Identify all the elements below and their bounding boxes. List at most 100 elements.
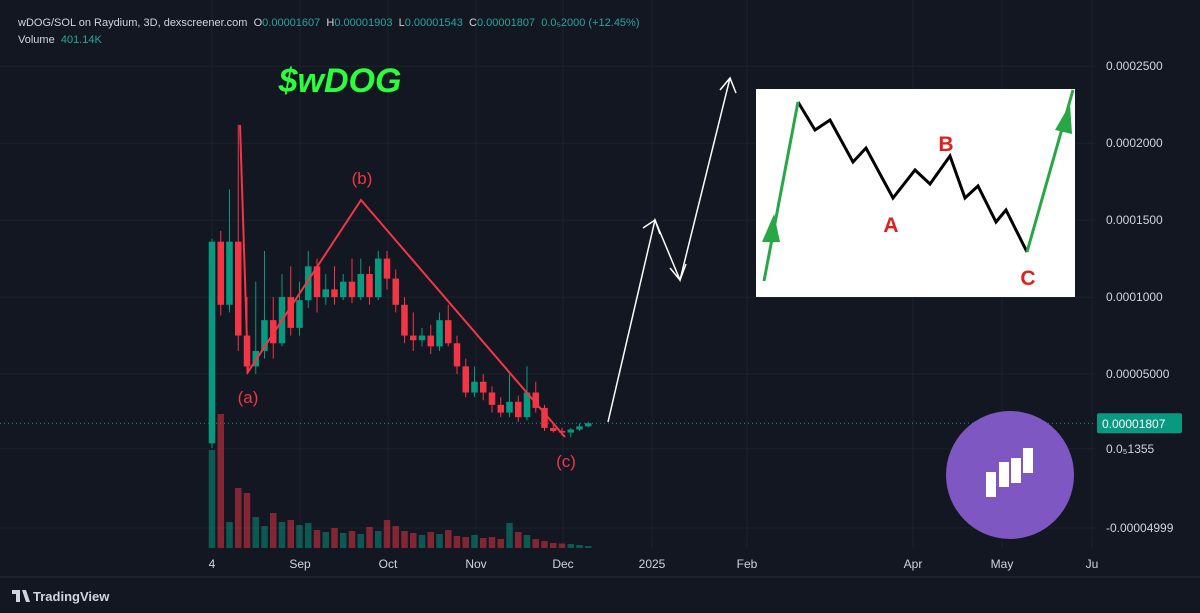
inset-arrow-head xyxy=(1055,104,1072,134)
volume-bar xyxy=(436,534,443,548)
volume-bar xyxy=(453,536,461,548)
candle-body xyxy=(366,274,373,298)
candle-body xyxy=(532,392,539,408)
header-row: wDOG/SOL on Raydium, 3D, dexscreener.com… xyxy=(18,15,640,32)
candle-body xyxy=(488,392,496,405)
annotation-title: $wDOG xyxy=(278,62,402,100)
candle-body xyxy=(383,258,391,279)
volume-bar xyxy=(550,543,557,548)
candle-body xyxy=(340,281,347,298)
volume-bar xyxy=(322,532,329,548)
y-tick-label: 0.0002500 xyxy=(1106,59,1163,73)
candle-body xyxy=(480,381,487,393)
candle-body xyxy=(497,404,504,413)
volume-bar xyxy=(296,525,303,548)
volume-bar xyxy=(252,517,259,548)
candle-body xyxy=(585,423,592,427)
candle-body xyxy=(305,266,312,301)
volume-bar xyxy=(427,532,434,548)
candle-body xyxy=(576,426,583,430)
candle-body xyxy=(471,381,478,393)
inset-arrow-head xyxy=(762,214,780,242)
volume-bar xyxy=(340,533,347,548)
projection-arrow xyxy=(607,77,731,423)
volume-bar xyxy=(366,527,373,548)
y-tick-label: 0.0₅1355 xyxy=(1106,442,1155,456)
x-tick-label: May xyxy=(991,557,1014,571)
volume-bar xyxy=(278,522,286,548)
brand-icon xyxy=(12,590,30,602)
ohlc-key: H xyxy=(326,17,335,29)
volume-bar xyxy=(462,537,469,548)
volume-bar xyxy=(445,530,452,548)
candle-body xyxy=(375,258,382,298)
volume-value: 401.14K xyxy=(60,34,102,46)
candle-body xyxy=(515,401,522,418)
volume-bar xyxy=(208,450,216,548)
volume-bar xyxy=(313,530,321,548)
wave-label: (b) xyxy=(352,169,373,188)
volume-bar xyxy=(471,535,478,548)
volume-bar xyxy=(515,532,522,548)
x-tick-label: 4 xyxy=(209,557,216,571)
x-tick-label: Feb xyxy=(737,557,758,571)
ohlc-value: 0.00001543 xyxy=(404,17,463,29)
candle-body xyxy=(331,289,338,298)
inset-wave xyxy=(796,101,1029,253)
brand-name: TradingView xyxy=(33,589,110,604)
ohlc-key: L xyxy=(398,17,405,29)
x-tick-label: Oct xyxy=(379,557,398,571)
candle-body xyxy=(418,335,426,341)
y-tick-label: 0.0002000 xyxy=(1106,136,1163,150)
candle-body xyxy=(453,343,461,367)
x-tick-label: Dec xyxy=(552,557,573,571)
volume-bar xyxy=(270,513,277,548)
volume-bar xyxy=(243,493,251,548)
x-tick-label: Sep xyxy=(289,557,311,571)
ohlc-key: C xyxy=(468,17,477,29)
logo-bar xyxy=(999,462,1009,487)
volume-bar xyxy=(585,545,592,548)
inset-label: C xyxy=(1020,267,1035,290)
candle-body xyxy=(287,297,294,328)
x-tick-label: 2025 xyxy=(639,557,666,571)
x-tick-label: Nov xyxy=(465,557,486,571)
brand: TradingView xyxy=(12,589,110,604)
volume-bar xyxy=(488,537,496,548)
volume-bar xyxy=(392,526,399,548)
x-tick-label: Ju xyxy=(1086,557,1099,571)
change: 0.0₅2000 (+12.45%) xyxy=(541,17,640,29)
legend-header: wDOG/SOL on Raydium, 3D, dexscreener.com… xyxy=(18,15,640,49)
volume-bar xyxy=(331,528,338,548)
volume-bar xyxy=(497,539,504,548)
candle-body xyxy=(541,407,548,428)
arrow-head xyxy=(642,218,661,235)
y-tick-label: 0.00005000 xyxy=(1106,367,1170,381)
y-tick-label: -0.00004999 xyxy=(1106,521,1174,535)
volume-bar xyxy=(287,520,294,548)
candle-body xyxy=(427,335,434,347)
volume-bar xyxy=(558,543,566,548)
volume-bar xyxy=(217,414,224,548)
logo-bar xyxy=(986,472,996,497)
volume-bar xyxy=(401,531,408,548)
candle-body xyxy=(436,320,443,347)
candle-body xyxy=(567,429,574,433)
volume-bar xyxy=(261,526,268,548)
ohlc-value: 0.00001903 xyxy=(334,17,393,29)
volume-label: Volume xyxy=(18,34,55,46)
inset-bg xyxy=(756,89,1075,297)
candle-body xyxy=(313,266,321,298)
volume-bar xyxy=(410,533,417,548)
volume-bar xyxy=(235,488,242,548)
volume-row: Volume 401.14K xyxy=(18,32,640,49)
candle-body xyxy=(506,401,513,413)
y-tick-label: 0.0001500 xyxy=(1106,213,1163,227)
y-tick-label: 0.0001000 xyxy=(1106,290,1163,304)
candle-body xyxy=(261,320,268,351)
logo xyxy=(946,411,1074,539)
ohlc-key: O xyxy=(253,17,263,29)
candle-body xyxy=(558,431,566,433)
